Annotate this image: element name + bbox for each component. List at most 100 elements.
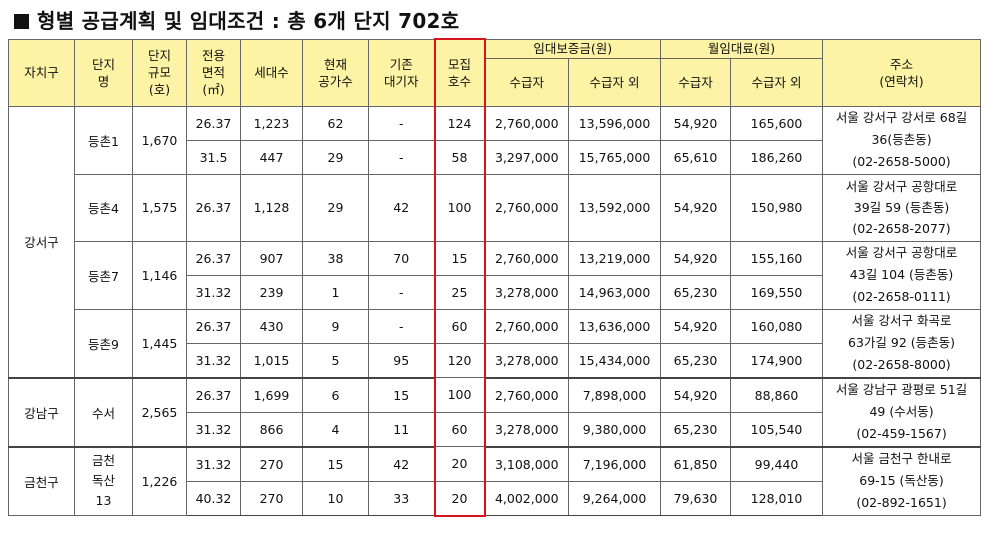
complex-size-cell: 2,565 (132, 376, 187, 447)
deposit-non-beneficiary-cell: 13,592,000 (567, 173, 662, 242)
address-cell: 서울 강서구 공항대로 39길 59 (등촌동) (02-2658-2077) (822, 173, 982, 242)
households-cell: 907 (240, 240, 303, 276)
rent-beneficiary-cell: 65,610 (660, 139, 732, 175)
deposit-non-beneficiary-cell: 13,636,000 (567, 308, 662, 344)
header-households: 세대수 (240, 38, 303, 107)
recruit-cell: 58 (433, 139, 486, 175)
page-title: 형별 공급계획 및 임대조건 : 총 6개 단지 702호 (14, 6, 459, 36)
rent-beneficiary-cell: 65,230 (660, 411, 732, 447)
recruit-cell: 20 (433, 446, 486, 482)
recruit-cell: 120 (433, 342, 486, 378)
waiting-cell: 33 (368, 480, 435, 516)
area-cell: 26.37 (186, 173, 241, 242)
address-cell: 서울 강서구 강서로 68길 36(등촌동) (02-2658-5000) (822, 105, 982, 175)
vacant-cell: 6 (302, 376, 369, 413)
region-cell: 강남구 (8, 376, 75, 447)
deposit-non-beneficiary-cell: 9,264,000 (567, 480, 662, 516)
households-cell: 1,699 (240, 376, 303, 413)
deposit-beneficiary-cell: 2,760,000 (484, 173, 569, 242)
header-waiting: 기존 대기자 (368, 38, 435, 107)
table-row: 31.32 239 1-25 3,278,000 14,963,000 65,230 169… (9, 274, 981, 310)
waiting-cell: 95 (368, 342, 435, 378)
rent-beneficiary-cell: 61,850 (660, 445, 732, 482)
rent-non-beneficiary-cell: 174,900 (730, 342, 824, 378)
rent-non-beneficiary-cell: 169,550 (730, 274, 824, 310)
area-cell: 31.5 (186, 139, 241, 175)
header-complex-size: 단지 규모 (호) (132, 38, 187, 107)
table-row: 등촌7 1,146 26.37 907 38 70 15 2,760,000 13,219,00… (9, 240, 982, 310)
households-cell: 1,128 (240, 173, 303, 242)
deposit-non-beneficiary-cell: 14,963,000 (567, 274, 662, 310)
deposit-beneficiary-cell: 3,278,000 (484, 342, 569, 378)
rent-beneficiary-cell: 65,230 (660, 342, 732, 378)
table-row: 강서구 등촌1 1,670 26.37 1,223 62-124 2,760,000 13,5… (8, 105, 982, 378)
area-cell: 26.37 (186, 376, 241, 413)
header-area: 전용 면적 (㎡) (186, 38, 241, 107)
rent-beneficiary-cell: 54,920 (660, 376, 732, 413)
table-row: 31.32 1,015 5 95 120 3,278,000 15,434,000 65,23… (9, 342, 981, 378)
table-row: 31.5 447 29-58 3,297,000 15,765,000 65,610 186… (9, 139, 981, 175)
area-cell: 31.32 (186, 411, 241, 447)
area-cell: 40.32 (186, 480, 241, 516)
recruit-cell: 100 (433, 173, 486, 242)
area-cell: 26.37 (186, 105, 241, 141)
complex-size-cell: 1,146 (132, 240, 187, 310)
households-cell: 270 (240, 480, 303, 516)
deposit-non-beneficiary-cell: 9,380,000 (567, 411, 662, 447)
rent-non-beneficiary-cell: 99,440 (730, 445, 824, 482)
table-row: 등촌4 1,575 26.37 1,128 29 42 100 2,760,000 13,592… (9, 173, 982, 242)
waiting-cell: - (368, 105, 435, 141)
region-cell: 강서구 (8, 105, 75, 378)
complex-size-cell: 1,670 (132, 105, 187, 175)
header-address: 주소 (연락처) (822, 38, 982, 107)
households-cell: 1,015 (240, 342, 303, 378)
rent-non-beneficiary-cell: 186,260 (730, 139, 824, 175)
waiting-cell: 70 (368, 240, 435, 276)
supply-plan-table: 자치구 단지 명 단지 규모 (호) 전용 면적 (㎡) 세대수 현재 공가수 기존 대기자 … (8, 38, 982, 517)
area-cell: 31.32 (186, 342, 241, 378)
table-row: 금천구 금천 독산 13 1,226 31.32 270 15 42 20 3,108,000 7,1… (8, 445, 982, 516)
header-deposit: 임대보증금(원) (483, 38, 662, 59)
vacant-cell: 62 (302, 105, 369, 141)
complex-name-cell: 등촌4 (74, 173, 133, 242)
vacant-cell: 9 (302, 308, 369, 344)
deposit-beneficiary-cell: 2,760,000 (484, 308, 569, 344)
table-row: 31.32 866 4 11 60 3,278,000 9,380,000 65,230 105… (9, 411, 981, 447)
deposit-non-beneficiary-cell: 7,898,000 (567, 376, 662, 413)
waiting-cell: 15 (368, 376, 435, 413)
address-cell: 서울 강서구 공항대로 43길 104 (등촌동) (02-2658-0111) (822, 240, 982, 310)
households-cell: 447 (240, 139, 303, 175)
complex-name-cell: 수서 (74, 376, 133, 447)
waiting-cell: - (368, 308, 435, 344)
header-rent: 월임대료(원) (660, 38, 824, 59)
rent-non-beneficiary-cell: 128,010 (730, 480, 824, 516)
waiting-cell: - (368, 139, 435, 175)
households-cell: 239 (240, 274, 303, 310)
table-row: 등촌9 1,445 26.37 430 9-60 2,760,000 13,636,000 5… (9, 308, 982, 378)
waiting-cell: 42 (368, 173, 435, 242)
table-row: 40.32 270 10 33 20 4,002,000 9,264,000 79,630 12… (9, 480, 981, 517)
vacant-cell: 10 (302, 480, 369, 516)
recruit-cell: 100 (433, 377, 486, 413)
deposit-non-beneficiary-cell: 13,596,000 (567, 105, 662, 141)
header-deposit-non-beneficiary: 수급자 외 (567, 57, 662, 107)
deposit-beneficiary-cell: 2,760,000 (484, 240, 569, 276)
complex-name-cell: 등촌9 (74, 308, 133, 378)
households-cell: 270 (240, 445, 303, 482)
waiting-cell: - (368, 274, 435, 310)
rent-non-beneficiary-cell: 165,600 (730, 105, 824, 141)
complex-size-cell: 1,575 (132, 173, 187, 242)
address-cell: 서울 강서구 화곡로 63가길 92 (등촌동) (02-2658-8000) (822, 308, 982, 378)
rent-non-beneficiary-cell: 150,980 (730, 173, 824, 242)
rent-beneficiary-cell: 79,630 (660, 480, 732, 516)
deposit-beneficiary-cell: 3,278,000 (484, 411, 569, 447)
table-row: 강남구 수서 2,565 26.37 1,699 6 15 100 2,760,000 7,898… (8, 376, 982, 447)
households-cell: 1,223 (240, 105, 303, 141)
complex-name-cell: 등촌7 (74, 240, 133, 310)
region-cell: 금천구 (8, 445, 75, 516)
area-cell: 31.32 (186, 274, 241, 310)
rent-non-beneficiary-cell: 88,860 (730, 376, 824, 413)
deposit-beneficiary-cell: 3,297,000 (484, 139, 569, 175)
rent-non-beneficiary-cell: 105,540 (730, 411, 824, 447)
households-cell: 430 (240, 308, 303, 344)
